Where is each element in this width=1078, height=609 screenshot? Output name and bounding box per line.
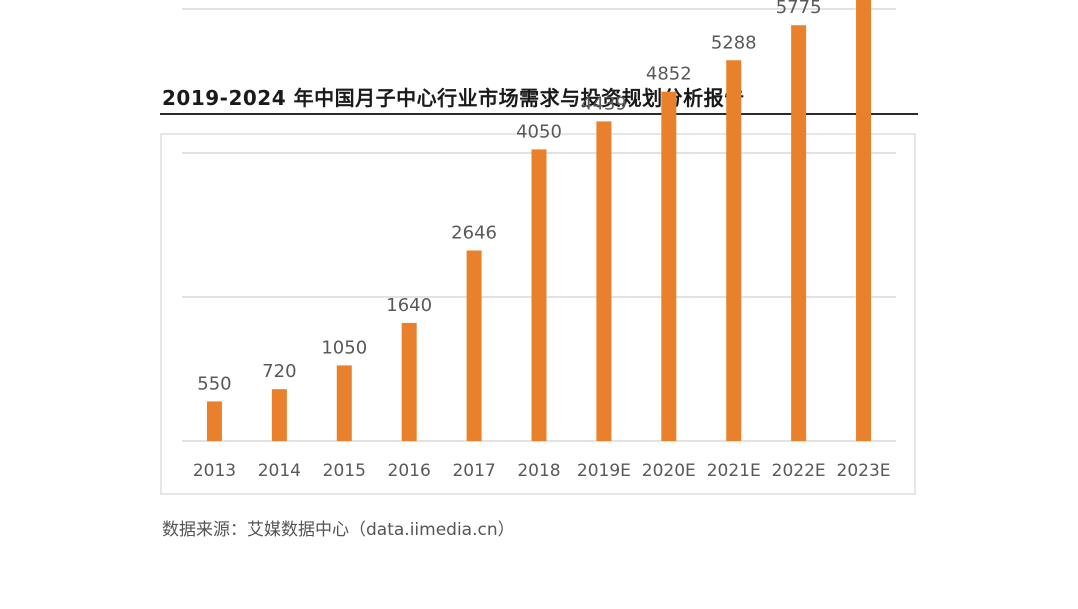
bar-2016 — [401, 322, 417, 441]
bar-2017 — [466, 250, 482, 441]
title-divider — [160, 113, 918, 115]
data-label-2015: 1050 — [321, 337, 367, 358]
data-label-2021E: 5288 — [711, 32, 757, 53]
bar-2019E — [596, 121, 612, 441]
bar-2020E — [661, 91, 677, 441]
bar-2021E — [726, 60, 742, 441]
x-tick-label-2017: 2017 — [452, 461, 495, 481]
x-tick-label-2016: 2016 — [388, 461, 431, 481]
x-tick-label-2013: 2013 — [193, 461, 236, 481]
report-title: 2019-2024 年中国月子中心行业市场需求与投资规划分析报告 — [162, 86, 745, 110]
data-source-note: 数据来源：艾媒数据中心（data.iimedia.cn） — [162, 520, 515, 540]
data-label-2014: 720 — [262, 361, 296, 382]
x-tick-label-2022E: 2022E — [772, 461, 826, 481]
x-tick-label-2023E: 2023E — [837, 461, 891, 481]
data-label-2019E: 4439 — [581, 93, 627, 114]
data-label-2013: 550 — [197, 373, 231, 394]
x-tick-label-2018: 2018 — [517, 461, 560, 481]
bar-2023E — [856, 0, 872, 442]
data-label-2018: 4050 — [516, 121, 562, 142]
data-label-2017: 2646 — [451, 222, 497, 243]
data-label-2020E: 4852 — [646, 64, 692, 85]
chart-frame — [160, 133, 916, 495]
bar-2014 — [271, 389, 287, 441]
bar-2018 — [531, 149, 547, 441]
x-tick-label-2021E: 2021E — [707, 461, 761, 481]
x-tick-label-2014: 2014 — [258, 461, 301, 481]
data-label-2022E: 5775 — [776, 0, 822, 18]
x-tick-label-2019E: 2019E — [577, 461, 631, 481]
data-label-2016: 1640 — [386, 295, 432, 316]
x-tick-label-2020E: 2020E — [642, 461, 696, 481]
bar-2015 — [336, 365, 352, 441]
bar-2013 — [206, 401, 222, 441]
bar-2022E — [791, 25, 807, 441]
x-tick-label-2015: 2015 — [323, 461, 366, 481]
